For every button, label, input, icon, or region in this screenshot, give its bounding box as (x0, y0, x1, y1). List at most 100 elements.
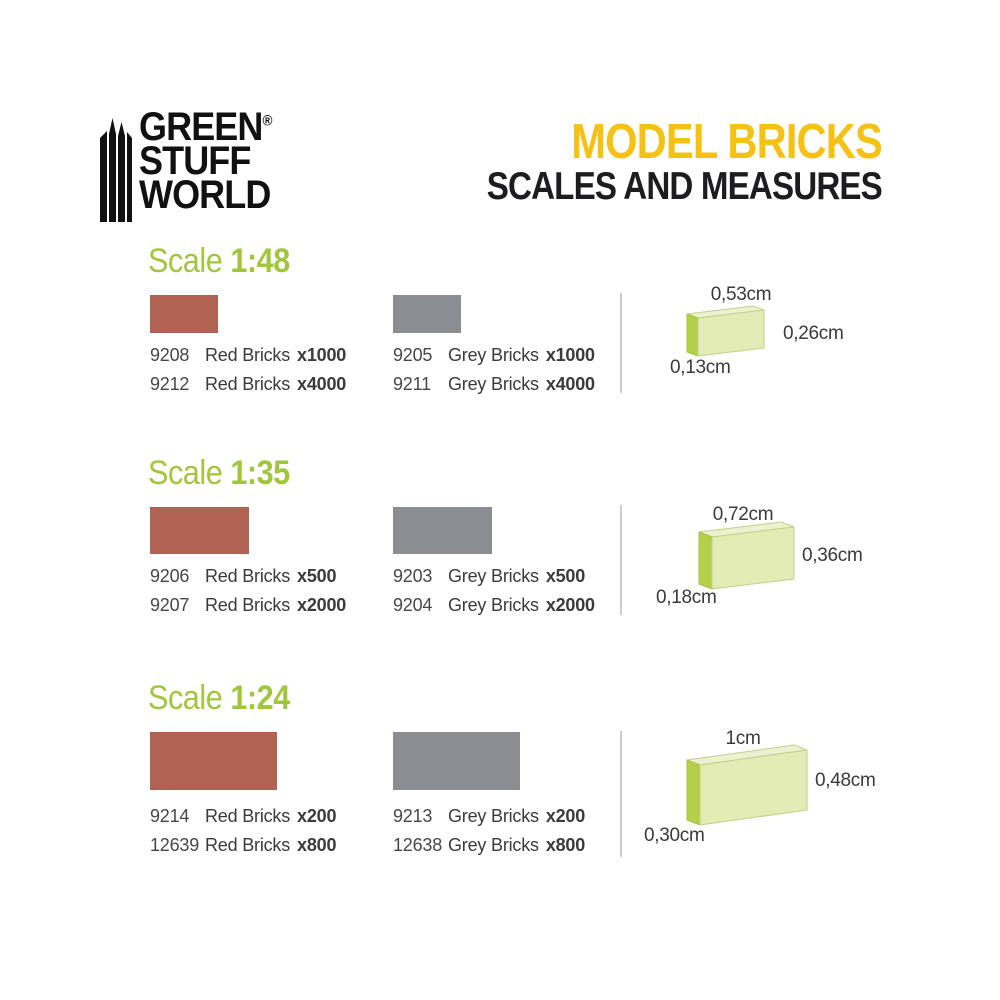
brick-dimensions-diagram: 1cm 0,48cm 0,30cm (640, 715, 910, 865)
vertical-divider (620, 505, 622, 615)
logo-line-1: GREEN® (139, 105, 273, 149)
logo-line-2: STUFF (139, 139, 251, 183)
page-subtitle: SCALES AND MEASURES (486, 165, 883, 208)
scale-heading: Scale 1:24 (148, 680, 290, 716)
red-brick-swatch (150, 732, 277, 790)
product-list: 9205 Grey Bricks x1000 9211 Grey Bricks x400… (393, 341, 595, 399)
product-row: 9211 Grey Bricks x4000 (393, 370, 595, 399)
dimension-depth-label: 0,13cm (670, 357, 731, 378)
brick-front-face (711, 526, 795, 590)
product-name: Red Bricks (205, 566, 291, 586)
section-scale-1-35: Scale 1:35 9206 Red Bricks x500 9207 Red Br… (0, 455, 1000, 645)
grey-bricks-column: 9213 Grey Bricks x200 12638 Grey Bricks x800 (393, 732, 585, 860)
product-name: Grey Bricks (448, 566, 539, 586)
red-bricks-column: 9208 Red Bricks x1000 9212 Red Bricks x4000 (150, 295, 346, 399)
scale-word: Scale (148, 454, 223, 492)
section-scale-1-48: Scale 1:48 9208 Red Bricks x1000 9212 Red B… (0, 243, 1000, 433)
brick-side-face (686, 313, 699, 357)
brick-3d-illustration (686, 744, 808, 826)
product-code: 9211 (393, 374, 431, 394)
dimension-depth-label: 0,18cm (656, 587, 717, 608)
product-quantity: x2000 (545, 595, 595, 615)
product-code: 9213 (393, 806, 433, 826)
registered-mark: ® (262, 112, 273, 130)
page-title: MODEL BRICKS (571, 115, 883, 169)
product-row: 9214 Red Bricks x200 (150, 802, 336, 831)
product-row: 9212 Red Bricks x4000 (150, 370, 346, 399)
product-name: Grey Bricks (448, 806, 539, 826)
product-row: 9208 Red Bricks x1000 (150, 341, 346, 370)
scale-value: 1:48 (230, 242, 290, 280)
product-quantity: x1000 (297, 345, 347, 365)
grey-bricks-column: 9205 Grey Bricks x1000 9211 Grey Bricks x400… (393, 295, 595, 399)
product-code: 9208 (150, 345, 190, 365)
product-code: 9204 (393, 595, 433, 615)
scale-heading: Scale 1:48 (148, 243, 290, 279)
product-code: 12639 (150, 835, 200, 855)
red-bricks-column: 9206 Red Bricks x500 9207 Red Bricks x2000 (150, 507, 346, 620)
scale-value: 1:35 (230, 454, 290, 492)
product-quantity: x4000 (297, 374, 347, 394)
grey-brick-swatch (393, 507, 492, 554)
sculpting-tools-icon (100, 118, 132, 222)
vertical-divider (620, 293, 622, 393)
product-name: Red Bricks (205, 345, 291, 365)
product-row: 9207 Red Bricks x2000 (150, 591, 346, 620)
dimension-length-label: 1cm (725, 728, 761, 749)
red-brick-swatch (150, 507, 249, 554)
product-quantity: x500 (297, 566, 337, 586)
product-quantity: x2000 (297, 595, 347, 615)
product-code: 9206 (150, 566, 190, 586)
dimension-length-label: 0,53cm (710, 284, 772, 305)
product-quantity: x1000 (545, 345, 595, 365)
grey-brick-swatch (393, 732, 520, 790)
dimension-height-label: 0,48cm (815, 770, 876, 791)
brick-3d-illustration (698, 521, 795, 590)
brick-3d-illustration (686, 305, 765, 357)
product-row: 9204 Grey Bricks x2000 (393, 591, 595, 620)
brand-logo-text: GREEN® STUFF WORLD (139, 105, 273, 222)
product-name: Grey Bricks (448, 345, 539, 365)
brick-dimensions-diagram: 0,53cm 0,26cm 0,13cm (640, 280, 910, 430)
product-quantity: x500 (545, 566, 586, 586)
scale-word: Scale (148, 242, 223, 280)
product-code: 9203 (393, 566, 433, 586)
product-row: 9203 Grey Bricks x500 (393, 562, 595, 591)
product-name: Grey Bricks (448, 374, 539, 394)
product-row: 12639 Red Bricks x800 (150, 831, 336, 860)
product-code: 12638 (393, 835, 443, 855)
product-list: 9214 Red Bricks x200 12639 Red Bricks x800 (150, 802, 336, 860)
dimension-length-label: 0,72cm (712, 504, 774, 525)
product-row: 9205 Grey Bricks x1000 (393, 341, 595, 370)
dimension-height-label: 0,36cm (802, 545, 863, 566)
red-brick-swatch (150, 295, 218, 333)
product-code: 9212 (150, 374, 190, 394)
product-row: 12638 Grey Bricks x800 (393, 831, 585, 860)
product-name: Red Bricks (205, 835, 291, 855)
product-row: 9206 Red Bricks x500 (150, 562, 346, 591)
product-code: 9214 (150, 806, 190, 826)
product-list: 9206 Red Bricks x500 9207 Red Bricks x2000 (150, 562, 346, 620)
product-quantity: x800 (545, 835, 586, 855)
product-list: 9208 Red Bricks x1000 9212 Red Bricks x4000 (150, 341, 346, 399)
brick-side-face (686, 759, 701, 826)
scale-heading: Scale 1:35 (148, 455, 290, 491)
grey-bricks-column: 9203 Grey Bricks x500 9204 Grey Bricks x2000 (393, 507, 595, 620)
product-name: Red Bricks (205, 806, 291, 826)
grey-brick-swatch (393, 295, 461, 333)
logo-line-3: WORLD (139, 173, 271, 217)
product-name: Grey Bricks (448, 595, 539, 615)
product-quantity: x200 (545, 806, 586, 826)
brick-side-face (698, 531, 713, 590)
vertical-divider (620, 731, 622, 857)
product-code: 9207 (150, 595, 190, 615)
product-row: 9213 Grey Bricks x200 (393, 802, 585, 831)
header-titles: MODEL BRICKS SCALES AND MEASURES (486, 115, 883, 208)
dimension-depth-label: 0,30cm (644, 825, 705, 846)
scale-value: 1:24 (230, 679, 290, 717)
product-name: Red Bricks (205, 595, 291, 615)
product-code: 9205 (393, 345, 433, 365)
product-name: Red Bricks (205, 374, 291, 394)
product-list: 9203 Grey Bricks x500 9204 Grey Bricks x2000 (393, 562, 595, 620)
